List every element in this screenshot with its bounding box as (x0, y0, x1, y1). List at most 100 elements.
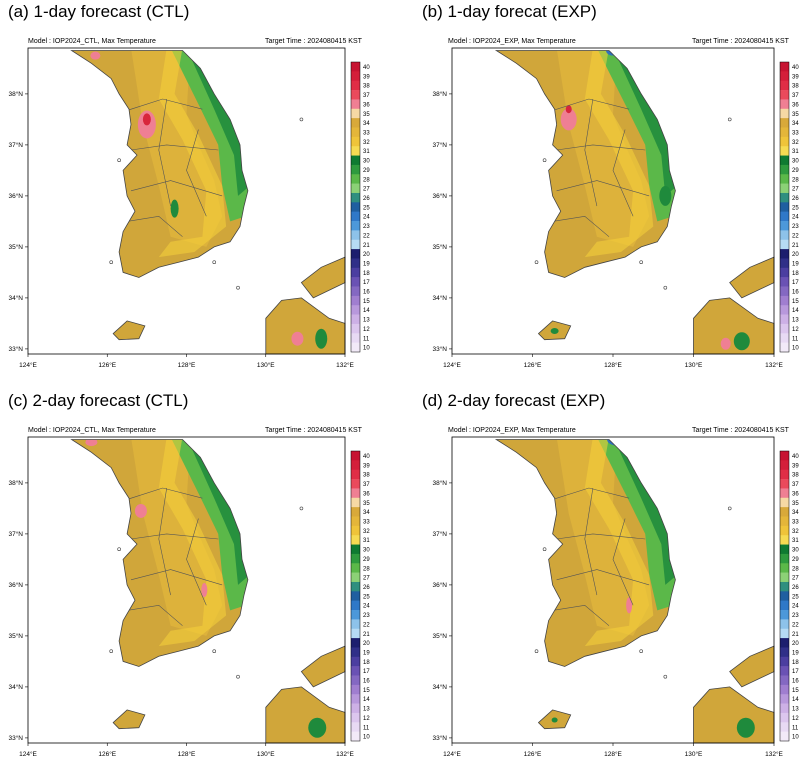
colorbar-swatch (351, 507, 360, 517)
model-label: Model : IOP2024_EXP, Max Temperature (448, 427, 576, 434)
colorbar-label: 26 (792, 585, 799, 591)
colorbar-swatch (351, 333, 360, 343)
lon-tick-label: 130°E (257, 750, 275, 758)
colorbar-swatch (351, 600, 360, 611)
colorbar: 40 39 38 37 36 35 34 33 32 31 30 29 28 27 26 25 24 23 22 21… (779, 450, 799, 742)
colorbar-label: 38 (363, 84, 370, 90)
island (109, 260, 114, 265)
colorbar-swatch (351, 619, 360, 630)
colorbar-swatch (351, 666, 360, 676)
colorbar-label: 40 (792, 65, 799, 71)
colorbar-swatch (780, 230, 789, 241)
colorbar-label: 39 (792, 74, 799, 80)
colorbar-label: 20 (792, 252, 799, 258)
colorbar-swatch (351, 164, 360, 175)
colorbar-swatch (780, 62, 789, 72)
model-label: Model : IOP2024_EXP, Max Temperature (448, 38, 576, 45)
lat-tick-label: 33°N (8, 345, 23, 353)
colorbar-swatch (351, 118, 360, 128)
colorbar-swatch (780, 127, 789, 138)
colorbar-swatch (780, 221, 789, 231)
colorbar-swatch (780, 164, 789, 175)
lon-tick-label: 132°E (336, 750, 354, 758)
colorbar-label: 13 (792, 707, 799, 713)
colorbar-swatch (351, 249, 360, 259)
lat-tick-label: 34°N (432, 294, 447, 302)
colorbar-swatch (780, 451, 789, 461)
colorbar-label: 26 (363, 585, 370, 591)
korea-coastline (494, 50, 676, 278)
colorbar-label: 25 (363, 594, 370, 600)
colorbar-label: 23 (792, 613, 799, 619)
colorbar-swatch (780, 610, 789, 620)
colorbar-label: 22 (363, 622, 370, 628)
colorbar-label: 25 (363, 205, 370, 211)
colorbar-label: 36 (792, 491, 799, 497)
target-time-label: Target Time : 2024080415 KST (692, 427, 789, 434)
lat-tick-label: 35°N (432, 243, 447, 251)
panel-b: (b) 1-day forecat (EXP) Model : IOP2024_… (400, 0, 800, 389)
jeju-coastline (537, 320, 572, 341)
island (236, 674, 240, 679)
colorbar-swatch (780, 675, 789, 686)
colorbar-swatch (780, 722, 789, 732)
target-time-label: Target Time : 2024080415 KST (265, 38, 362, 45)
colorbar-swatch (780, 684, 789, 695)
colorbar-swatch (780, 666, 789, 676)
colorbar-swatch (351, 647, 360, 658)
colorbar-label: 34 (363, 121, 370, 127)
island (212, 260, 217, 265)
colorbar-label: 22 (363, 233, 370, 239)
colorbar-label: 27 (363, 187, 370, 193)
colorbar-swatch (780, 600, 789, 611)
colorbar-swatch (780, 174, 789, 184)
lat-tick-label: 36°N (432, 581, 447, 589)
colorbar-swatch (351, 221, 360, 231)
colorbar-label: 38 (792, 473, 799, 479)
colorbar-label: 34 (792, 121, 799, 127)
colorbar-swatch (780, 99, 789, 110)
colorbar-swatch (780, 591, 789, 601)
colorbar-label: 26 (363, 196, 370, 202)
colorbar-swatch (780, 497, 789, 508)
lat-tick-label: 38°N (8, 90, 23, 98)
colorbar-swatch (351, 544, 360, 555)
lon-tick-label: 124°E (19, 750, 37, 758)
colorbar-label: 27 (792, 187, 799, 193)
lat-tick-label: 37°N (8, 530, 23, 538)
colorbar-swatch (780, 192, 789, 203)
colorbar-label: 14 (363, 308, 370, 314)
colorbar-label: 11 (363, 725, 370, 731)
colorbar-label: 21 (792, 243, 799, 249)
lon-tick-label: 132°E (336, 361, 354, 369)
colorbar-swatch (351, 99, 360, 110)
colorbar-label: 15 (363, 299, 370, 305)
colorbar-swatch (351, 553, 360, 564)
colorbar-label: 12 (363, 716, 370, 722)
temperature-field (496, 439, 774, 743)
colorbar-label: 13 (792, 318, 799, 324)
colorbar-swatch (780, 249, 789, 259)
model-label: Model : IOP2024_CTL, Max Temperature (28, 427, 156, 434)
colorbar-label: 32 (363, 140, 370, 146)
island (727, 506, 732, 511)
colorbar-swatch (780, 295, 789, 306)
island (117, 158, 121, 162)
island (727, 117, 732, 122)
colorbar-swatch (780, 90, 789, 100)
colorbar-label: 14 (363, 697, 370, 703)
colorbar-label: 24 (363, 604, 370, 610)
colorbar-label: 39 (363, 74, 370, 80)
colorbar-swatch (780, 146, 789, 156)
colorbar-swatch (351, 108, 360, 119)
colorbar-label: 12 (363, 327, 370, 333)
lon-tick-label: 128°E (604, 361, 622, 369)
lat-tick-label: 35°N (432, 632, 447, 640)
temperature-field (71, 50, 345, 354)
colorbar-label: 15 (792, 299, 799, 305)
colorbar-swatch (780, 155, 789, 166)
korea-coastline (70, 50, 249, 278)
panel-title: (c) 2-day forecast (CTL) (8, 391, 189, 410)
colorbar-swatch (351, 610, 360, 620)
province-borders (540, 487, 650, 626)
